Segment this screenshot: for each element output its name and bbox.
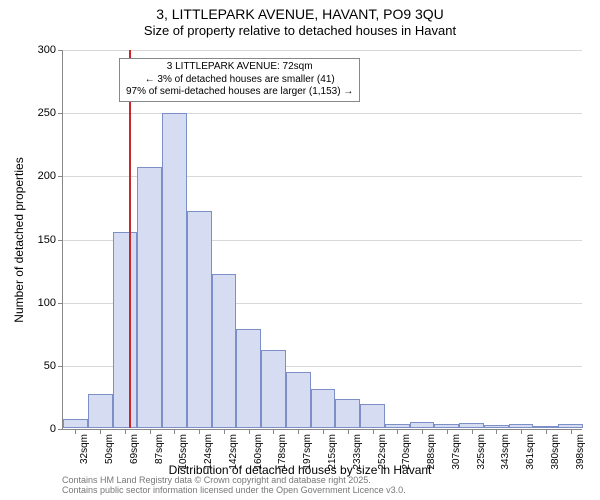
xtick-mark <box>496 429 497 434</box>
plot-area: 05010015020025030032sqm50sqm69sqm87sqm10… <box>62 50 582 430</box>
xtick-mark <box>397 429 398 434</box>
histogram-bar <box>509 424 534 428</box>
xtick-mark <box>125 429 126 434</box>
page-subtitle: Size of property relative to detached ho… <box>0 23 600 38</box>
ytick-label: 300 <box>26 44 56 56</box>
footnote: Contains HM Land Registry data © Crown c… <box>62 476 406 496</box>
histogram-bar <box>286 372 311 428</box>
annotation-line-1: 3 LITTLEPARK AVENUE: 72sqm <box>126 61 353 74</box>
ytick-label: 50 <box>26 360 56 372</box>
ytick-label: 150 <box>26 234 56 246</box>
xtick-mark <box>273 429 274 434</box>
ytick-label: 0 <box>26 423 56 435</box>
histogram-bar <box>533 426 558 428</box>
annotation-line-3: 97% of semi-detached houses are larger (… <box>126 86 353 99</box>
histogram-bar <box>360 404 385 428</box>
ytick-mark <box>58 429 63 430</box>
histogram-bar <box>261 350 286 428</box>
ytick-mark <box>58 50 63 51</box>
xtick-mark <box>249 429 250 434</box>
histogram-chart: 05010015020025030032sqm50sqm69sqm87sqm10… <box>62 50 582 430</box>
xtick-mark <box>224 429 225 434</box>
xtick-label: 32sqm <box>79 434 90 464</box>
footnote-line-2: Contains public sector information licen… <box>62 486 406 496</box>
marker-line <box>129 50 131 428</box>
xtick-mark <box>174 429 175 434</box>
xtick-mark <box>373 429 374 434</box>
histogram-bar <box>311 389 336 428</box>
histogram-bar <box>88 394 113 428</box>
histogram-bar <box>484 425 509 428</box>
ytick-mark <box>58 303 63 304</box>
xtick-mark <box>100 429 101 434</box>
histogram-bar <box>137 167 162 429</box>
xtick-mark <box>75 429 76 434</box>
histogram-bar <box>385 424 410 428</box>
ytick-mark <box>58 366 63 367</box>
histogram-bar <box>434 424 459 428</box>
ytick-mark <box>58 113 63 114</box>
page-title: 3, LITTLEPARK AVENUE, HAVANT, PO9 3QU <box>0 6 600 22</box>
histogram-bar <box>459 423 484 428</box>
xtick-mark <box>348 429 349 434</box>
xtick-mark <box>323 429 324 434</box>
xtick-label: 87sqm <box>154 434 165 464</box>
xtick-mark <box>472 429 473 434</box>
histogram-bar <box>162 113 187 428</box>
xtick-mark <box>546 429 547 434</box>
y-axis-label: Number of detached properties <box>12 157 26 322</box>
histogram-bar <box>236 329 261 428</box>
xtick-mark <box>571 429 572 434</box>
gridline <box>63 113 582 114</box>
xtick-mark <box>298 429 299 434</box>
xtick-mark <box>422 429 423 434</box>
xtick-label: 50sqm <box>104 434 115 464</box>
gridline <box>63 50 582 51</box>
histogram-bar <box>63 419 88 428</box>
histogram-bar <box>558 424 583 428</box>
xtick-mark <box>447 429 448 434</box>
xtick-mark <box>199 429 200 434</box>
xtick-label: 69sqm <box>129 434 140 464</box>
xtick-mark <box>150 429 151 434</box>
title-block: 3, LITTLEPARK AVENUE, HAVANT, PO9 3QU Si… <box>0 0 600 38</box>
ytick-label: 200 <box>26 170 56 182</box>
histogram-bar <box>410 422 435 428</box>
histogram-bar <box>187 211 212 428</box>
histogram-bar <box>212 274 237 428</box>
xtick-mark <box>521 429 522 434</box>
annotation-line-2: ← 3% of detached houses are smaller (41) <box>126 74 353 87</box>
ytick-label: 250 <box>26 107 56 119</box>
ytick-label: 100 <box>26 297 56 309</box>
ytick-mark <box>58 176 63 177</box>
annotation-box: 3 LITTLEPARK AVENUE: 72sqm← 3% of detach… <box>119 58 360 102</box>
histogram-bar <box>335 399 360 428</box>
ytick-mark <box>58 240 63 241</box>
histogram-bar <box>113 232 138 428</box>
